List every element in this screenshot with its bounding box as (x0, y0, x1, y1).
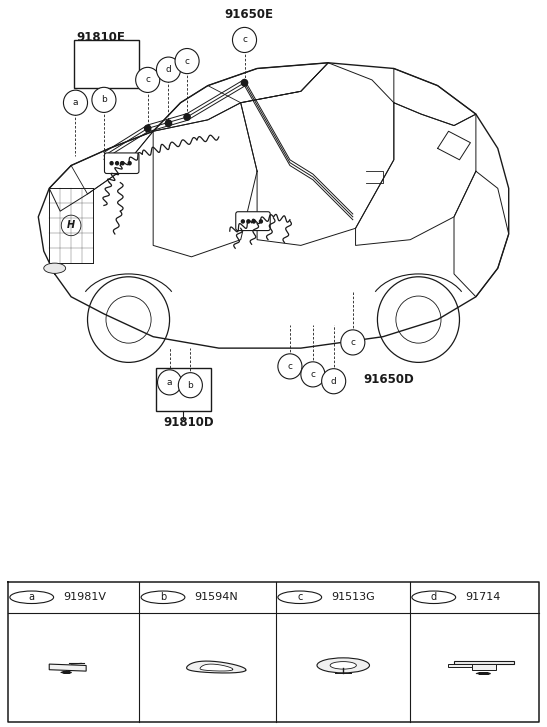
Text: c: c (297, 593, 302, 602)
Text: 91810E: 91810E (77, 31, 126, 44)
Text: d: d (166, 65, 171, 74)
Polygon shape (472, 664, 496, 670)
Circle shape (165, 119, 172, 127)
Circle shape (175, 49, 199, 73)
Text: 91650D: 91650D (363, 373, 414, 386)
Circle shape (232, 28, 257, 52)
Text: c: c (145, 76, 150, 84)
Text: c: c (310, 370, 316, 379)
Circle shape (92, 87, 116, 113)
Circle shape (136, 68, 160, 92)
Polygon shape (453, 661, 514, 664)
Circle shape (301, 362, 325, 387)
Circle shape (109, 161, 114, 166)
Text: a: a (29, 593, 34, 602)
Circle shape (278, 591, 322, 603)
Text: H: H (67, 220, 75, 230)
Circle shape (120, 161, 125, 166)
Ellipse shape (44, 263, 66, 273)
Circle shape (156, 57, 181, 82)
Circle shape (115, 161, 119, 166)
Circle shape (10, 591, 54, 603)
Circle shape (127, 161, 132, 166)
Text: b: b (188, 381, 193, 390)
Circle shape (183, 113, 191, 121)
Text: a: a (73, 98, 78, 107)
Polygon shape (200, 664, 233, 671)
Text: a: a (167, 378, 172, 387)
Circle shape (317, 658, 369, 673)
Circle shape (144, 124, 152, 132)
Text: 91981V: 91981V (63, 593, 106, 602)
Circle shape (330, 662, 356, 669)
Text: c: c (287, 362, 293, 371)
Polygon shape (448, 664, 472, 667)
Circle shape (341, 330, 365, 355)
Text: 91810D: 91810D (164, 416, 214, 429)
Text: 91594N: 91594N (194, 593, 238, 602)
Circle shape (246, 219, 251, 224)
Circle shape (241, 219, 245, 224)
Text: b: b (101, 95, 107, 105)
Circle shape (252, 219, 256, 224)
Circle shape (63, 90, 88, 116)
Text: b: b (160, 593, 166, 602)
Text: 91714: 91714 (465, 593, 501, 602)
Circle shape (141, 591, 185, 603)
Circle shape (158, 370, 182, 395)
Polygon shape (187, 661, 246, 673)
Polygon shape (49, 664, 86, 671)
Text: 91513G: 91513G (331, 593, 375, 602)
FancyBboxPatch shape (236, 212, 270, 230)
Text: c: c (350, 338, 356, 347)
Circle shape (178, 373, 202, 398)
Text: c: c (184, 57, 190, 65)
Circle shape (259, 219, 263, 224)
Circle shape (241, 79, 248, 87)
Text: d: d (430, 593, 437, 602)
Circle shape (412, 591, 456, 603)
Text: c: c (242, 36, 247, 44)
Text: d: d (331, 377, 336, 386)
Text: 91650E: 91650E (224, 8, 274, 21)
Circle shape (278, 354, 302, 379)
FancyBboxPatch shape (104, 153, 139, 174)
Circle shape (322, 369, 346, 394)
